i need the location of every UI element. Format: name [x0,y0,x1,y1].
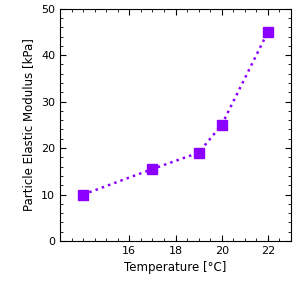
Y-axis label: Particle Elastic Modulus [kPa]: Particle Elastic Modulus [kPa] [22,38,35,211]
X-axis label: Temperature [°C]: Temperature [°C] [124,261,227,274]
